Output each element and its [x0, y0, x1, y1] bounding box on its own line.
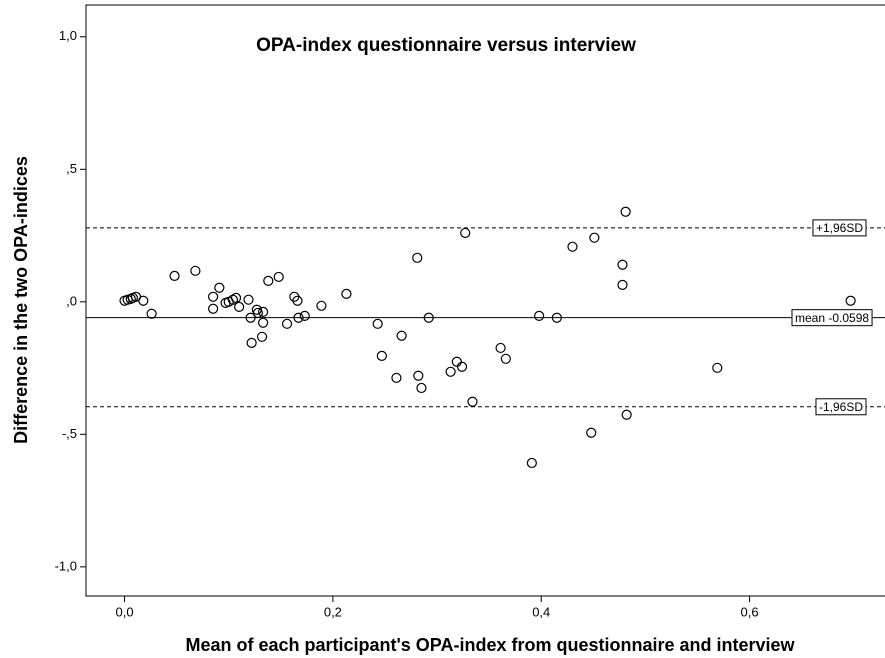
- x-tick-label: 0,4: [532, 604, 550, 619]
- reference-label-box: [791, 309, 873, 327]
- data-point: [257, 317, 269, 328]
- data-point: [138, 295, 149, 306]
- data-point: [292, 295, 303, 306]
- data-point: [617, 279, 628, 290]
- data-point: [391, 372, 402, 383]
- data-point: [316, 300, 327, 311]
- data-point: [256, 331, 268, 342]
- data-point: [551, 312, 562, 323]
- data-point: [207, 303, 219, 314]
- data-point: [416, 382, 427, 394]
- data-point: [273, 271, 284, 283]
- data-point: [207, 291, 219, 302]
- data-point: [293, 312, 304, 323]
- data-point: [456, 361, 468, 372]
- data-point: [372, 318, 383, 329]
- data-point: [146, 308, 157, 319]
- data-point: [495, 342, 506, 354]
- data-point: [190, 265, 201, 276]
- data-point: [467, 396, 478, 407]
- data-point: [500, 353, 511, 364]
- data-point: [243, 294, 254, 305]
- data-point: [263, 275, 274, 286]
- data-point: [451, 356, 462, 367]
- data-point: [257, 306, 269, 317]
- data-point: [712, 362, 723, 373]
- plot-frame: [85, 4, 885, 597]
- reference-label: -1,96SD: [819, 400, 863, 414]
- x-axis-title: Mean of each participant's OPA-index fro…: [185, 635, 795, 655]
- y-tick-label: -1,0: [55, 558, 77, 573]
- data-point: [413, 370, 424, 381]
- y-tick-label: ,5: [66, 161, 77, 176]
- data-point: [445, 366, 456, 377]
- data-point: [526, 457, 537, 469]
- data-point: [534, 310, 545, 321]
- data-point: [620, 206, 631, 217]
- y-tick-label: -,5: [62, 426, 77, 441]
- data-point: [227, 294, 238, 305]
- reference-label-box: [815, 398, 867, 416]
- data-point: [423, 312, 434, 323]
- reference-label: mean -0.0598: [795, 311, 869, 325]
- data-point: [125, 293, 136, 305]
- data-point: [245, 312, 256, 323]
- reference-label: +1,96SD: [816, 221, 863, 235]
- data-point: [341, 288, 352, 299]
- data-point: [299, 310, 310, 321]
- data-point: [617, 259, 628, 270]
- data-point: [214, 282, 225, 293]
- data-point: [567, 241, 578, 252]
- x-tick-label: 0,6: [741, 604, 759, 619]
- data-point: [845, 295, 856, 306]
- data-point: [234, 301, 245, 312]
- data-point: [230, 292, 242, 303]
- y-tick-label: 1,0: [59, 28, 77, 43]
- data-point: [589, 232, 600, 243]
- reference-label-box: [812, 219, 867, 237]
- y-tick-label: ,0: [66, 293, 77, 308]
- data-point: [169, 270, 180, 281]
- y-axis-title: Difference in the two OPA-indices: [11, 156, 31, 444]
- data-point: [460, 227, 471, 239]
- chart-title: OPA-index questionnaire versus interview: [256, 35, 636, 56]
- data-point: [281, 318, 293, 329]
- x-tick-label: 0,2: [324, 604, 342, 619]
- data-point: [586, 427, 597, 438]
- x-tick-label: 0,0: [116, 604, 134, 619]
- data-point: [376, 350, 387, 361]
- data-point: [396, 330, 407, 341]
- data-point: [621, 409, 632, 420]
- data-point: [246, 337, 257, 349]
- data-point: [412, 252, 423, 263]
- data-point: [252, 307, 263, 319]
